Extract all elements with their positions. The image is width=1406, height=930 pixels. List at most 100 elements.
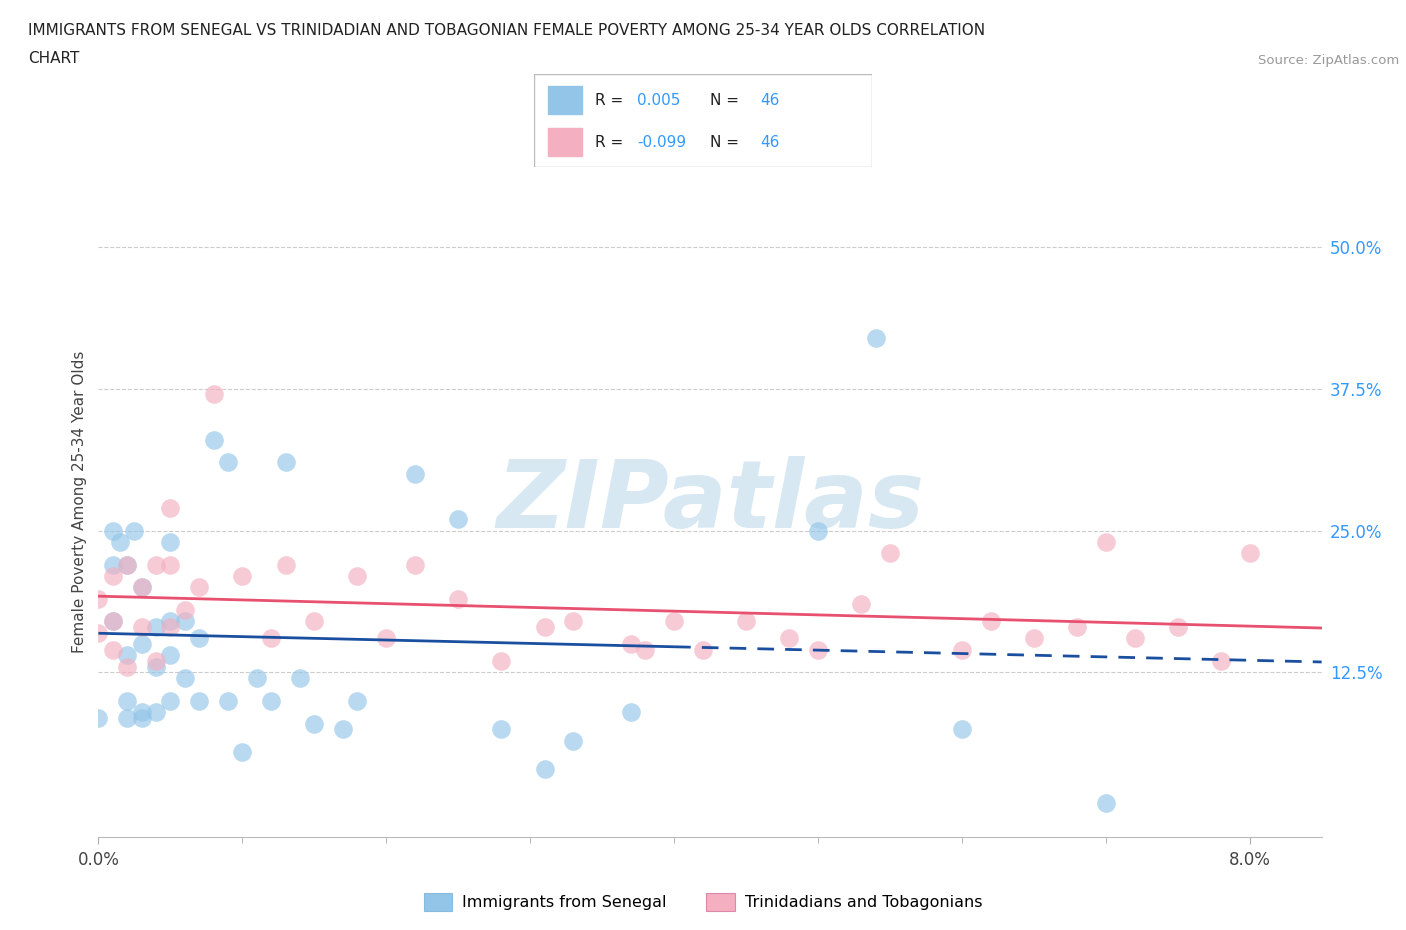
Point	[145, 659, 167, 674]
Point	[159, 500, 181, 515]
Point	[115, 557, 138, 572]
Point	[879, 546, 901, 561]
Point	[533, 762, 555, 777]
Point	[274, 455, 297, 470]
Point	[246, 671, 269, 685]
Point	[131, 705, 153, 720]
Point	[533, 619, 555, 634]
Point	[404, 557, 426, 572]
Point	[304, 614, 326, 629]
Point	[145, 619, 167, 634]
Point	[124, 524, 146, 538]
Text: CHART: CHART	[28, 51, 80, 66]
Point	[101, 614, 124, 629]
Point	[87, 625, 110, 640]
Point	[404, 466, 426, 481]
Text: 0.005: 0.005	[637, 93, 681, 108]
Point	[108, 535, 131, 550]
Point	[1094, 795, 1116, 810]
Point	[620, 637, 643, 652]
Bar	[548, 86, 582, 114]
Point	[159, 648, 181, 663]
Text: 46: 46	[761, 135, 780, 150]
Point	[807, 524, 830, 538]
Point	[188, 631, 211, 645]
Point	[115, 659, 138, 674]
Point	[202, 432, 225, 447]
Point	[849, 597, 872, 612]
Point	[159, 614, 181, 629]
Point	[87, 711, 110, 725]
Point	[1066, 619, 1088, 634]
Point	[562, 733, 585, 748]
Text: IMMIGRANTS FROM SENEGAL VS TRINIDADIAN AND TOBAGONIAN FEMALE POVERTY AMONG 25-34: IMMIGRANTS FROM SENEGAL VS TRINIDADIAN A…	[28, 23, 986, 38]
Point	[950, 722, 973, 737]
Point	[980, 614, 1002, 629]
Point	[145, 557, 167, 572]
Point	[735, 614, 758, 629]
Point	[304, 716, 326, 731]
Point	[562, 614, 585, 629]
Point	[662, 614, 685, 629]
Point	[145, 705, 167, 720]
Point	[115, 648, 138, 663]
Point	[217, 694, 239, 709]
Point	[288, 671, 311, 685]
Point	[115, 557, 138, 572]
Point	[131, 711, 153, 725]
Point	[131, 580, 153, 595]
Point	[1239, 546, 1261, 561]
Point	[692, 643, 714, 658]
Text: -0.099: -0.099	[637, 135, 686, 150]
Point	[260, 694, 283, 709]
Point	[346, 694, 368, 709]
Point	[620, 705, 643, 720]
Point	[131, 619, 153, 634]
Point	[145, 654, 167, 669]
Point	[634, 643, 657, 658]
Text: N =: N =	[710, 135, 744, 150]
Point	[274, 557, 297, 572]
Point	[346, 568, 368, 583]
Point	[332, 722, 354, 737]
Point	[115, 711, 138, 725]
Text: 46: 46	[761, 93, 780, 108]
Point	[231, 568, 253, 583]
Point	[101, 524, 124, 538]
Point	[491, 654, 513, 669]
Point	[101, 568, 124, 583]
Text: N =: N =	[710, 93, 744, 108]
Point	[447, 591, 470, 606]
Point	[173, 614, 195, 629]
Point	[159, 619, 181, 634]
Point	[260, 631, 283, 645]
Point	[87, 591, 110, 606]
Point	[1094, 535, 1116, 550]
Point	[231, 744, 253, 759]
Point	[115, 694, 138, 709]
Point	[173, 671, 195, 685]
Point	[1022, 631, 1045, 645]
Point	[159, 557, 181, 572]
Bar	[548, 128, 582, 156]
Text: Source: ZipAtlas.com: Source: ZipAtlas.com	[1258, 54, 1399, 67]
Point	[101, 614, 124, 629]
Point	[778, 631, 800, 645]
Text: ZIPatlas: ZIPatlas	[496, 457, 924, 548]
Legend: Immigrants from Senegal, Trinidadians and Tobagonians: Immigrants from Senegal, Trinidadians an…	[418, 886, 988, 917]
Point	[491, 722, 513, 737]
Point	[159, 535, 181, 550]
Point	[188, 694, 211, 709]
Text: R =: R =	[595, 93, 628, 108]
Point	[202, 387, 225, 402]
Point	[1167, 619, 1189, 634]
Y-axis label: Female Poverty Among 25-34 Year Olds: Female Poverty Among 25-34 Year Olds	[72, 351, 87, 654]
Point	[217, 455, 239, 470]
Point	[807, 643, 830, 658]
Point	[188, 580, 211, 595]
Point	[1209, 654, 1232, 669]
Point	[101, 643, 124, 658]
Point	[173, 603, 195, 618]
Text: R =: R =	[595, 135, 628, 150]
Point	[101, 557, 124, 572]
